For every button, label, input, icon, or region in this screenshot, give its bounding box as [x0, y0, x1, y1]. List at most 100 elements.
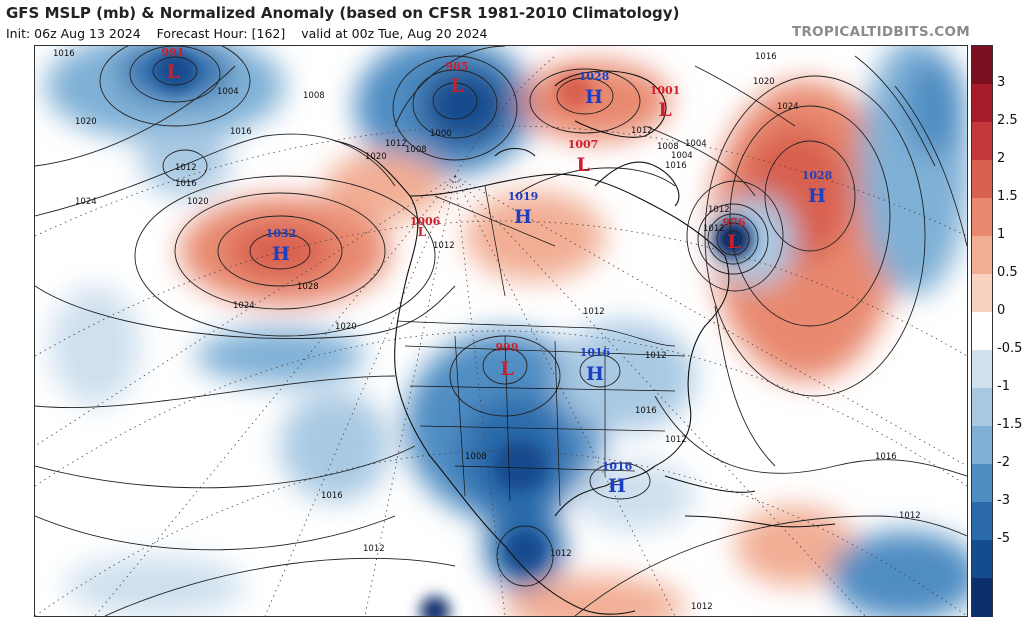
isobar-label: 1016	[53, 49, 75, 59]
pressure-center: 1019 H	[508, 190, 539, 228]
pressure-center: 976 L	[723, 216, 746, 253]
init-time: Init: 06z Aug 13 2024	[6, 26, 141, 41]
center-letter: H	[808, 185, 826, 207]
center-letter: H	[272, 243, 290, 265]
isobar-label: 1016	[635, 406, 657, 416]
colorbar-segment	[972, 84, 992, 123]
isobar-label: 1016	[321, 491, 343, 501]
run-info: Init: 06z Aug 13 2024 Forecast Hour: [16…	[6, 26, 499, 41]
valid-time: valid at 00z Tue, Aug 20 2024	[301, 26, 488, 41]
center-letter: L	[658, 99, 671, 121]
center-value: 976	[723, 216, 746, 229]
isobar-label: 1012	[583, 307, 605, 317]
colorbar-segment	[972, 160, 992, 199]
isobar-label: 1012	[691, 602, 713, 612]
map-title: GFS MSLP (mb) & Normalized Anomaly (base…	[6, 4, 680, 22]
isobar-label: 1012	[708, 205, 730, 215]
graticule	[35, 55, 967, 616]
colorbar-segment	[972, 426, 992, 465]
center-letter: L	[727, 231, 740, 253]
colorbar-tick: -3	[997, 493, 1010, 508]
colorbar-tick: -2	[997, 455, 1010, 470]
center-value: 1028	[802, 169, 833, 182]
center-letter: H	[586, 363, 604, 385]
colorbar-segment	[972, 502, 992, 541]
center-value: 1032	[266, 227, 297, 240]
center-letter: H	[585, 86, 603, 108]
center-value: 1006	[410, 215, 441, 228]
pressure-center: 991 L	[162, 46, 185, 83]
isobar-label: 1024	[233, 301, 255, 311]
colorbar-segment	[972, 464, 992, 503]
isobar-label: 1008	[465, 452, 487, 462]
colorbar-segment	[972, 198, 992, 237]
pressure-centers: 991 L 985 L 1028 H 1001 L 1007 L 1019 H …	[162, 46, 833, 497]
isobar-label: 1004	[217, 87, 239, 97]
isobar-label: 1012	[645, 351, 667, 361]
colorbar-segment	[972, 540, 992, 579]
isobar-label: 1004	[685, 139, 707, 149]
mslp-anomaly-map: 1016 1020 1024 1004 1008 1012 1016 1020 …	[34, 45, 968, 617]
center-letter: H	[608, 475, 626, 497]
colorbar-tick: -1	[997, 379, 1010, 394]
isobar-label: 1016	[230, 127, 252, 137]
pressure-center: 1028 H	[802, 169, 833, 207]
center-value: 1016	[580, 346, 611, 359]
colorbar-tick: 2	[997, 151, 1006, 166]
center-value: 991	[162, 46, 185, 59]
isobar-label: 1012	[175, 163, 197, 173]
center-letter: L	[418, 225, 427, 239]
isobars	[35, 46, 967, 616]
isobar-label: 1020	[335, 322, 357, 332]
center-value: 1001	[650, 84, 681, 97]
colorbar-segment	[972, 46, 992, 85]
isobar-label: 1008	[405, 145, 427, 155]
isobar-label: 1024	[777, 102, 799, 112]
isobar-label: 1012	[703, 224, 725, 234]
isobar-label: 1016	[875, 452, 897, 462]
pressure-center: 1006 L	[410, 215, 441, 239]
colorbar-segment	[972, 236, 992, 275]
isobar-label: 1012	[550, 549, 572, 559]
colorbar-tick: 1.5	[997, 189, 1018, 204]
center-value: 1016	[602, 460, 633, 473]
isobar-label: 1016	[175, 179, 197, 189]
isobar-label: 1004	[671, 151, 693, 161]
isobar-label: 1024	[75, 197, 97, 207]
colorbar-segment	[972, 578, 992, 617]
colorbar-tick: 3	[997, 75, 1006, 90]
pressure-center: 999 L	[496, 341, 519, 380]
pressure-center: 1001 L	[650, 84, 681, 121]
colorbar-tick: 0.5	[997, 265, 1018, 280]
center-value: 1007	[568, 138, 599, 151]
isobar-label: 1016	[665, 161, 687, 171]
colorbar-segment	[972, 122, 992, 161]
colorbar-tick: -1.5	[997, 417, 1023, 432]
center-value: 1028	[579, 70, 610, 83]
pressure-center: 1028 H	[579, 70, 610, 108]
isobar-label: 1012	[665, 435, 687, 445]
pressure-center: 1007 L	[568, 138, 599, 176]
isobar-label: 1012	[631, 126, 653, 136]
isobar-label: 1012	[363, 544, 385, 554]
isobar-label: 1020	[753, 77, 775, 87]
colorbar-tick: -5	[997, 531, 1010, 546]
center-value: 985	[446, 60, 469, 73]
colorbar-tick: -0.5	[997, 341, 1023, 356]
colorbar-segment	[972, 388, 992, 427]
isobar-label: 1020	[365, 152, 387, 162]
center-value: 999	[496, 341, 519, 354]
center-letter: H	[514, 206, 532, 228]
anomaly-colorbar	[971, 45, 993, 617]
colorbar-segment	[972, 274, 992, 313]
site-watermark: TROPICALTIDBITS.COM	[791, 24, 970, 40]
isobar-label: 1008	[303, 91, 325, 101]
isobar-label: 1012	[433, 241, 455, 251]
isobar-label: 1012	[899, 511, 921, 521]
isobar-label: 1016	[755, 52, 777, 62]
colorbar-tick: 1	[997, 227, 1006, 242]
center-letter: L	[576, 154, 589, 176]
colorbar-tick: 2.5	[997, 113, 1018, 128]
colorbar-segment	[972, 312, 992, 351]
coastlines	[334, 70, 836, 615]
